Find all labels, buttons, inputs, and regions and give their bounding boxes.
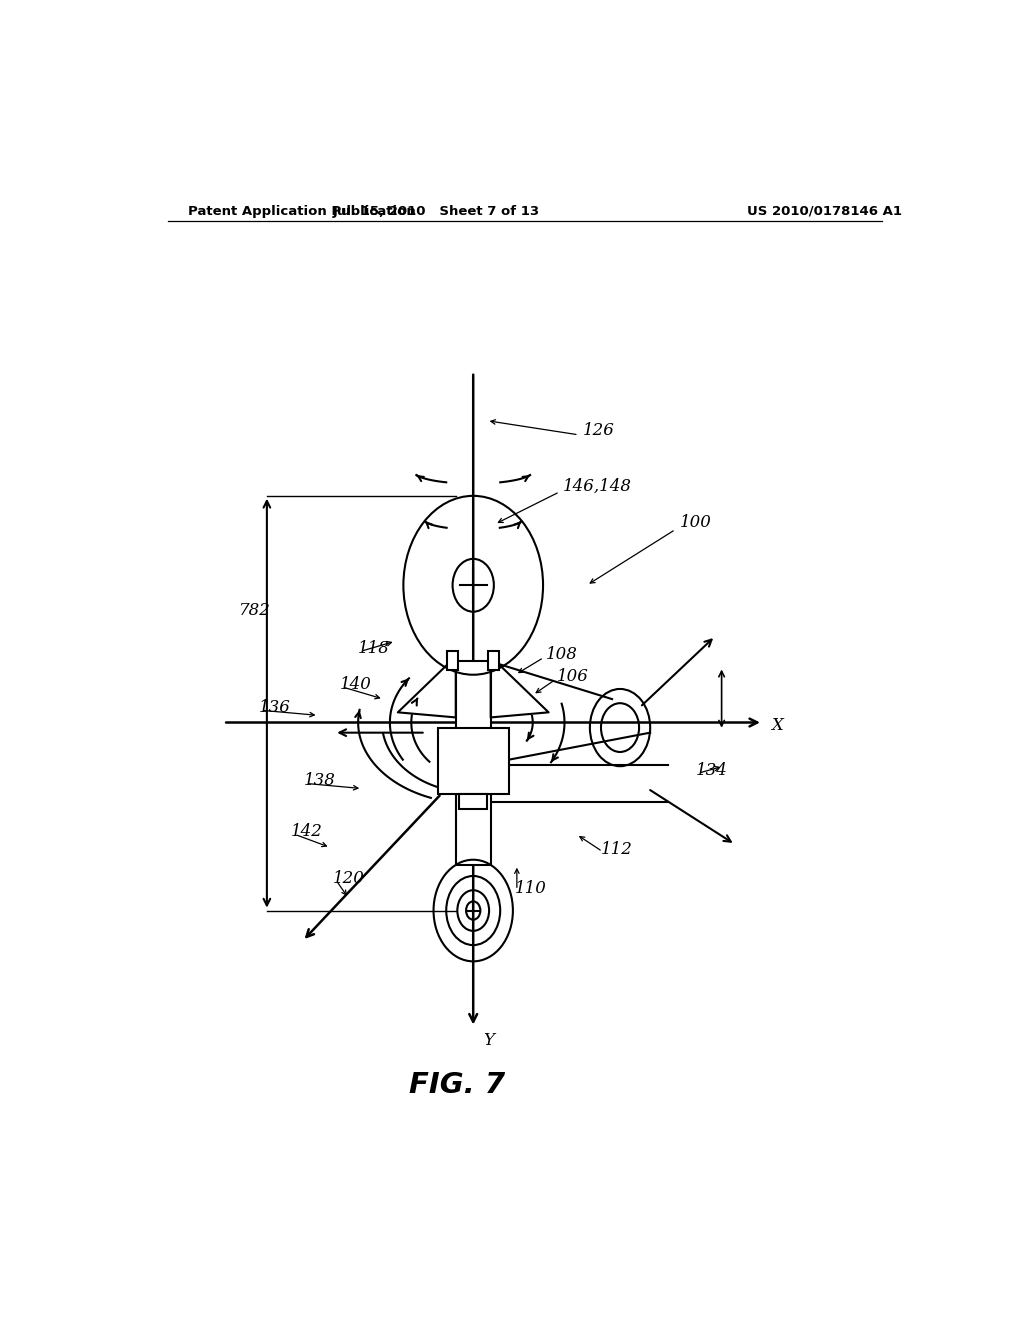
Text: FIG. 7: FIG. 7 [410, 1072, 506, 1100]
Text: 120: 120 [333, 870, 365, 887]
Text: Jul. 15, 2010   Sheet 7 of 13: Jul. 15, 2010 Sheet 7 of 13 [333, 205, 540, 218]
Text: Y: Y [482, 1032, 494, 1049]
Text: 126: 126 [583, 422, 614, 440]
Bar [456, 661, 490, 865]
Text: 110: 110 [515, 879, 547, 896]
Bar [437, 727, 509, 793]
Bar [447, 651, 458, 669]
Bar [459, 793, 487, 809]
Text: 112: 112 [601, 841, 633, 858]
Text: 134: 134 [696, 762, 728, 779]
Text: 106: 106 [557, 668, 589, 685]
Text: 142: 142 [291, 822, 323, 840]
Text: 118: 118 [358, 640, 390, 657]
Text: 782: 782 [240, 602, 271, 619]
Polygon shape [490, 656, 549, 718]
Text: US 2010/0178146 A1: US 2010/0178146 A1 [748, 205, 902, 218]
Text: Patent Application Publication: Patent Application Publication [187, 205, 416, 218]
Text: 138: 138 [304, 772, 336, 789]
Text: X: X [771, 717, 782, 734]
Text: 108: 108 [546, 645, 579, 663]
Text: 146,148: 146,148 [563, 478, 632, 495]
Bar [488, 651, 500, 669]
Text: 100: 100 [680, 513, 712, 531]
Text: 136: 136 [259, 698, 291, 715]
Text: 140: 140 [340, 676, 372, 693]
Polygon shape [397, 656, 456, 718]
